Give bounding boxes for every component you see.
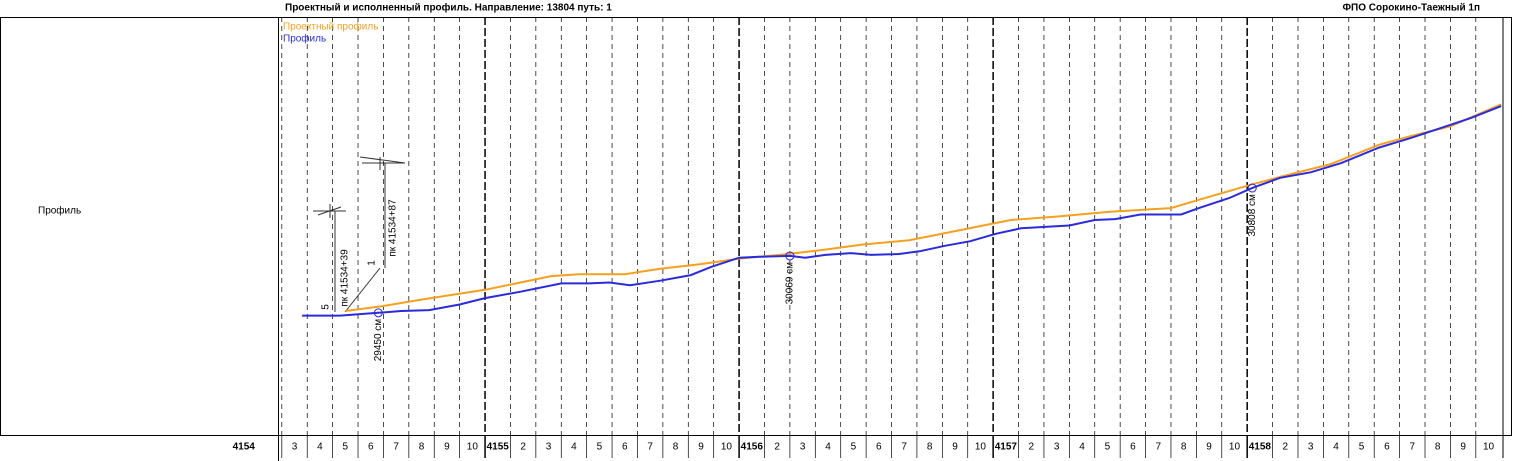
x-tick-label: 9	[1206, 442, 1212, 453]
x-tick-label: 4	[317, 442, 323, 453]
x-tick-label: 7	[647, 442, 653, 453]
series-line	[302, 105, 1502, 317]
x-tick-label: 10	[1229, 442, 1241, 453]
series-line	[345, 103, 1502, 312]
x-tick-label: 5	[1359, 442, 1365, 453]
x-tick-label: 7	[1155, 442, 1161, 453]
x-tick-label: 2	[1283, 442, 1289, 453]
elevation-label: 29450 см	[373, 319, 384, 362]
x-tick-label: 8	[1435, 442, 1441, 453]
annotation: 5	[321, 304, 332, 310]
symbol-line	[344, 267, 381, 313]
annotation: 1	[367, 260, 378, 266]
x-tick-label: 5	[597, 442, 603, 453]
x-tick-label: 10	[975, 442, 987, 453]
frame	[0, 17, 1512, 436]
x-tick-label: 9	[698, 442, 704, 453]
elevation-label: 30069 см	[785, 262, 796, 305]
legend-entry: Проектный профиль	[283, 21, 378, 33]
x-tick-label: 8	[673, 442, 679, 453]
x-tick-label: 10	[1483, 442, 1495, 453]
x-tick-label: 2	[520, 442, 526, 453]
x-tick-label: 3	[292, 442, 298, 453]
x-tick-label: 9	[1460, 442, 1466, 453]
x-tick-label: 4157	[995, 442, 1018, 453]
x-tick-label: 2	[1028, 442, 1034, 453]
x-tick-label: 8	[927, 442, 933, 453]
x-tick-label: 7	[901, 442, 907, 453]
x-tick-label: 6	[622, 442, 628, 453]
elevation-marker	[373, 308, 383, 318]
x-tick-label: 9	[444, 442, 450, 453]
x-tick-label: 3	[1308, 442, 1314, 453]
symbol-line	[359, 156, 406, 164]
x-tick-label: 8	[1181, 442, 1187, 453]
x-tick-label: 3	[1054, 442, 1060, 453]
x-tick-label: 5	[851, 442, 857, 453]
x-tick-label: 4154	[233, 442, 256, 453]
chart-subtitle: ФПО Сорокино-Таежный 1п	[1342, 3, 1480, 14]
x-tick-label: 3	[800, 442, 806, 453]
row-label: Профиль	[38, 205, 81, 217]
x-tick-label: 4	[571, 442, 577, 453]
x-tick-label: 5	[1105, 442, 1111, 453]
x-tick-label: 4	[1333, 442, 1339, 453]
x-tick-label: 4158	[1249, 442, 1272, 453]
x-tick-label: 10	[721, 442, 733, 453]
annotation: пк 41534+87	[388, 199, 399, 257]
x-tick-label: 4	[1079, 442, 1085, 453]
annotation: пк 41534+39	[340, 249, 351, 307]
chart-title: Проектный и исполненный профиль. Направл…	[285, 2, 612, 14]
x-tick-label: 4	[825, 442, 831, 453]
x-tick-label: 10	[467, 442, 479, 453]
x-tick-label: 3	[546, 442, 552, 453]
legend-entry: Профиль	[283, 33, 326, 45]
x-tick-label: 4155	[487, 442, 510, 453]
x-tick-label: 6	[368, 442, 374, 453]
x-tick-label: 7	[1410, 442, 1416, 453]
x-tick-label: 6	[1384, 442, 1390, 453]
x-tick-label: 8	[419, 442, 425, 453]
x-tick-label: 6	[876, 442, 882, 453]
elevation-marker	[1247, 183, 1257, 193]
x-tick-label: 4156	[741, 442, 764, 453]
x-tick-label: 7	[393, 442, 399, 453]
elevation-label: 30808 см	[1247, 194, 1258, 237]
x-tick-label: 2	[774, 442, 780, 453]
elevation-marker	[785, 251, 795, 261]
x-tick-label: 6	[1130, 442, 1136, 453]
x-tick-label: 9	[952, 442, 958, 453]
x-tick-label: 5	[343, 442, 349, 453]
